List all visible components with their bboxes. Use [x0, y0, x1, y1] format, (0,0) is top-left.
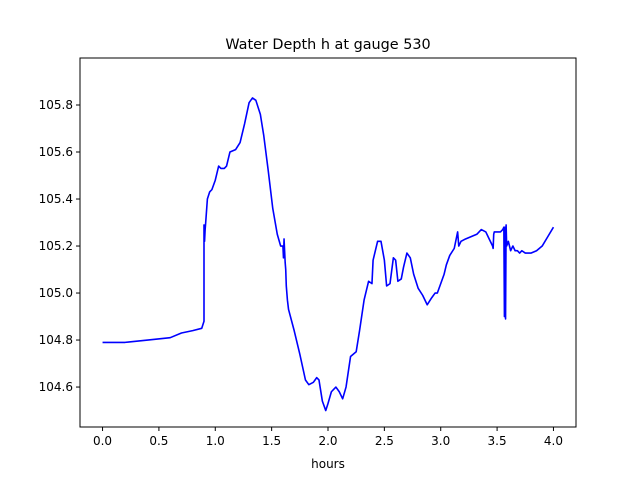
- x-tick-label: 1.0: [206, 434, 225, 448]
- x-axis: 0.0 0.5 1.0 1.5 2.0 2.5 3.0 3.5 4.0: [93, 427, 563, 448]
- x-tick-label: 4.0: [544, 434, 563, 448]
- series-line-0: [102, 97, 555, 412]
- y-tick-label: 105.2: [39, 239, 73, 253]
- y-axis: 104.6 104.8 105.0 105.2 105.4 105.6 105.8: [39, 98, 80, 394]
- x-tick-label: 3.0: [431, 434, 450, 448]
- chart-title: Water Depth h at gauge 530: [225, 37, 430, 53]
- y-tick-label: 105.6: [39, 145, 73, 159]
- y-tick-label: 105.0: [39, 286, 73, 300]
- x-tick-label: 1.5: [262, 434, 281, 448]
- y-tick-label: 104.8: [39, 333, 73, 347]
- y-tick-label: 104.6: [39, 380, 73, 394]
- x-axis-label: hours: [311, 457, 345, 471]
- x-tick-label: 0.5: [149, 434, 168, 448]
- y-tick-label: 105.4: [39, 192, 73, 206]
- plot-area: [102, 97, 555, 412]
- y-tick-label: 105.8: [39, 98, 73, 112]
- x-tick-label: 0.0: [93, 434, 112, 448]
- x-tick-label: 2.0: [318, 434, 337, 448]
- x-tick-label: 3.5: [488, 434, 507, 448]
- x-tick-label: 2.5: [375, 434, 394, 448]
